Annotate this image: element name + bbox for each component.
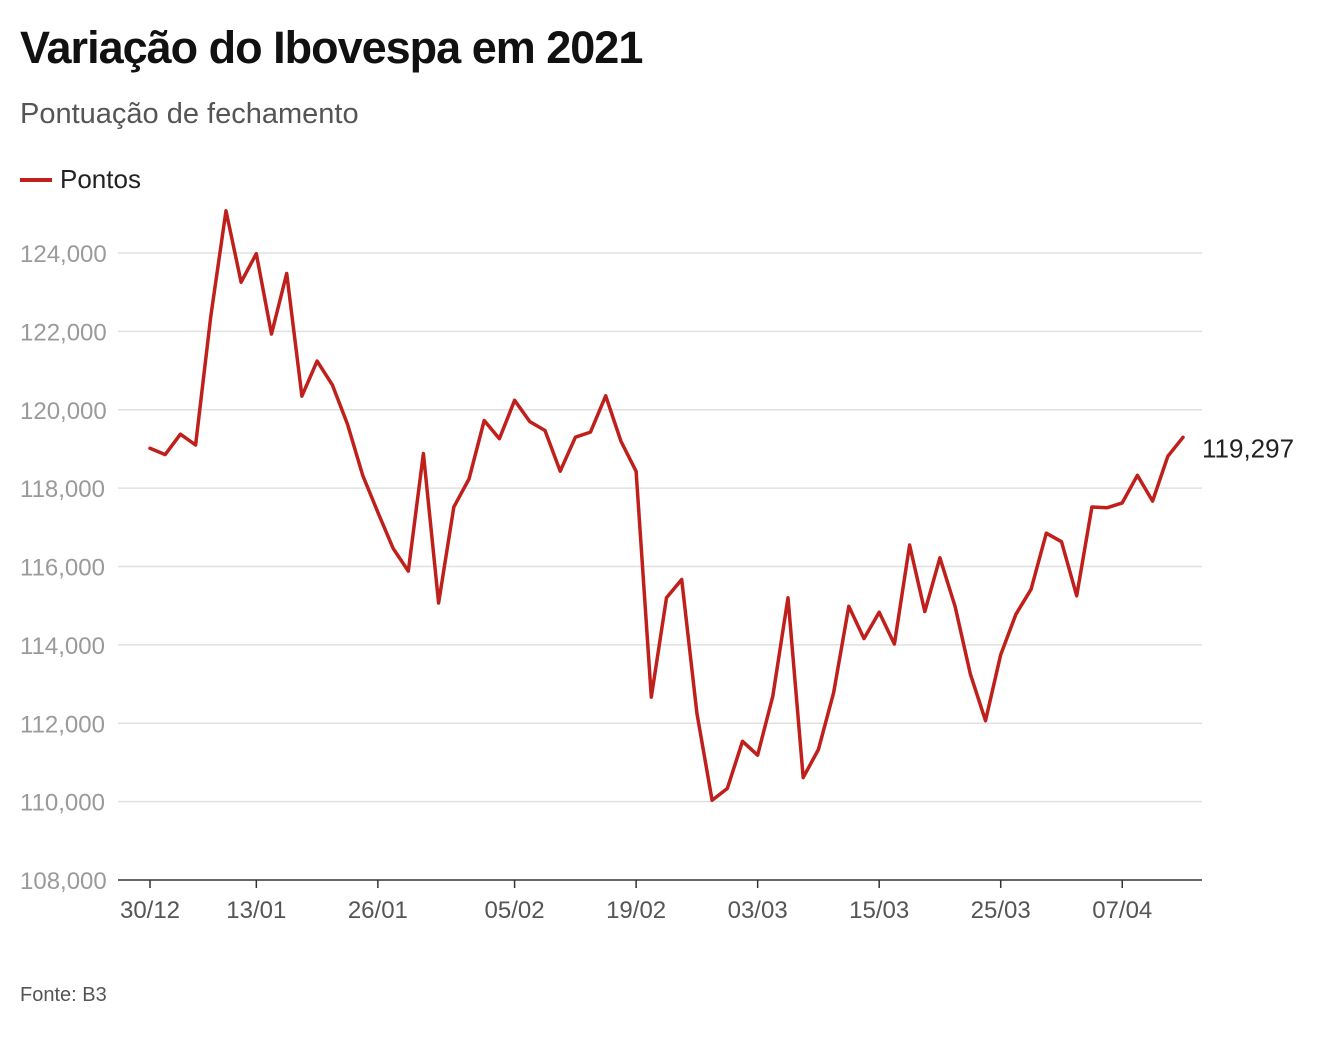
y-tick-label: 116,000 (20, 555, 105, 582)
x-tick-label: 19/02 (606, 897, 666, 924)
source-note: Fonte: B3 (20, 984, 107, 1006)
x-tick-label: 26/01 (348, 897, 408, 924)
chart-title: Variação do Ibovespa em 2021 (20, 22, 643, 73)
line-chart: 108,000 110,000 112,000 114,000 116,000 118,0… (20, 209, 1294, 924)
series-line-pontos (148, 209, 1185, 803)
y-tick-label: 112,000 (20, 711, 105, 738)
end-value-label: 119,297 (1202, 433, 1294, 463)
y-tick-label: 118,000 (20, 476, 105, 503)
x-axis: 30/12 13/01 26/01 05/02 19/02 03/03 15/03 25/03… (118, 879, 1202, 924)
x-tick-label: 30/12 (120, 897, 180, 924)
y-tick-label: 108,000 (20, 868, 107, 895)
y-tick-label: 124,000 (20, 241, 107, 268)
y-tick-label: 114,000 (20, 633, 105, 660)
x-tick-label: 13/01 (226, 897, 286, 924)
y-tick-label: 110,000 (20, 790, 105, 817)
x-tick-label: 15/03 (849, 897, 909, 924)
y-tick-label: 120,000 (20, 398, 107, 425)
legend-label: Pontos (60, 164, 141, 194)
x-tick-label: 03/03 (728, 897, 788, 924)
legend: Pontos (20, 164, 141, 195)
x-tick-label: 07/04 (1092, 897, 1152, 924)
chart-subtitle: Pontuação de fechamento (20, 98, 359, 130)
data-labels: 119,297 (1202, 433, 1294, 463)
x-tick-label: 05/02 (485, 897, 545, 924)
x-tick-label: 25/03 (971, 897, 1031, 924)
y-axis-ticks: 108,000 110,000 112,000 114,000 116,000 118,0… (20, 241, 107, 895)
series-pontos (148, 209, 1185, 803)
y-tick-label: 122,000 (20, 319, 107, 346)
gridlines (118, 252, 1202, 803)
legend-line-swatch (20, 177, 52, 182)
